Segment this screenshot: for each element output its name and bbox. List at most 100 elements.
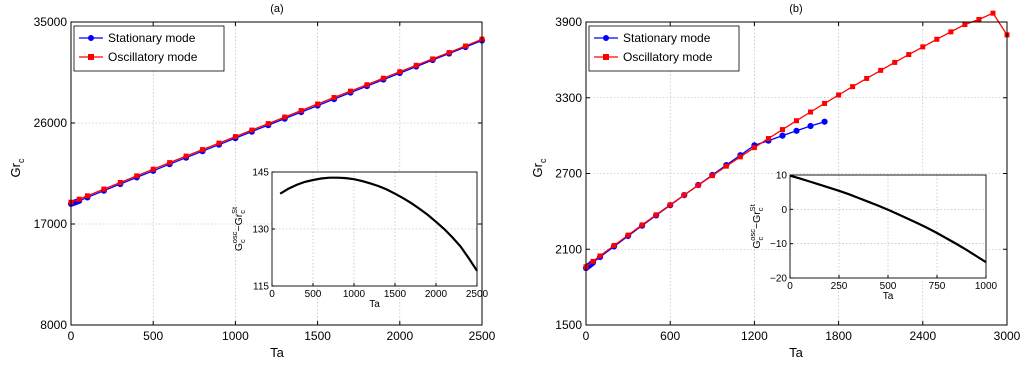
panel-a-inset-xtick-label: 500 [305, 289, 322, 300]
panel-b-data-point [639, 222, 645, 228]
panel-a-inset-ytick-label: 145 [252, 168, 269, 179]
panel-b-title: (b) [789, 3, 802, 15]
panel-b-inset-xlabel: Ta [883, 291, 894, 302]
panel-a-data-point [150, 166, 156, 172]
panel-b-data-point [793, 127, 800, 134]
panel-b-data-point [590, 258, 596, 264]
panel-a-ylabel: Grc [8, 158, 26, 177]
panel-b-data-point [653, 212, 659, 218]
panel-a-inset-ytick-label: 115 [253, 282, 269, 293]
panel-b-data-point [625, 232, 631, 238]
panel-b-inset-xtick-label: 750 [929, 281, 946, 292]
panel-b-inset-curve [789, 174, 987, 264]
panel-b-data-point [681, 192, 687, 198]
panel-b-data-point [934, 36, 940, 42]
panel-a: (a) Grc Ta 0 500 1000 1500 2000 2500 8000 17000… [8, 3, 496, 360]
panel-b-xtick-label: 0 [583, 329, 590, 343]
panel-b-ytick-label: 1500 [555, 318, 582, 332]
panel-b-legend-marker [603, 35, 609, 41]
panel-a-xtick-label: 2000 [386, 329, 413, 343]
panel-a-data-point [84, 193, 90, 199]
panel-b-data-point [948, 29, 954, 35]
panel-b-xtick-label: 600 [660, 329, 680, 343]
panel-a-data-point [232, 134, 238, 140]
panel-b-data-point [892, 59, 898, 65]
panel-a-inset-xlabel: Ta [369, 299, 380, 310]
panel-a-data-point [446, 50, 452, 56]
panel-a-inset-xtick-label: 2500 [466, 289, 489, 300]
panel-a-inset-xtick-label: 2000 [425, 289, 448, 300]
panel-b-data-point [751, 145, 757, 151]
panel-a-xtick-label: 1500 [304, 329, 331, 343]
svg-text:Grc: Grc [530, 158, 548, 177]
panel-b-legend-marker [603, 54, 609, 60]
panel-a-ytick-label: 8000 [40, 318, 67, 332]
panel-b-data-point [695, 182, 701, 188]
panel-b-ytick-label: 2700 [555, 167, 582, 181]
panel-b-legend-box [588, 25, 740, 72]
panel-b-series-line [585, 121, 825, 269]
panel-a-ytick-label: 17000 [34, 217, 68, 231]
panel-b-data-point [878, 67, 884, 73]
panel-a-data-point [430, 56, 436, 62]
panel-a-inset-xtick-label: 0 [269, 289, 275, 300]
panel-b-data-point [723, 163, 729, 169]
panel-a-axes-frame [70, 21, 483, 326]
panel-b-ytick-label: 2100 [555, 242, 582, 256]
panel-b-data-point [779, 127, 785, 133]
panel-b-data-point [779, 132, 786, 139]
panel-a-inset-curve [279, 176, 478, 272]
panel-b-xtick-label: 2400 [909, 329, 936, 343]
panel-b-inset-ytick-label: 10 [776, 171, 788, 182]
panel-b: (b) Grc Ta 0 600 1200 1800 2400 3000 1500 2100 2… [530, 3, 1021, 360]
panel-b-inset-xtick-label: 1000 [975, 281, 998, 292]
panel-b-inset: 0 250 500 750 1000 −20 −10 0 10 Ta Gcosc−GrcSt [748, 171, 998, 303]
panel-b-legend-label: Oscillatory mode [623, 50, 713, 64]
panel-a-inset: 0 500 1000 1500 2000 2500 115 130 145 Ta Gcosc−Grc… [230, 168, 489, 311]
panel-b-xtick-label: 1800 [825, 329, 852, 343]
panel-a-data-point [183, 153, 189, 159]
panel-a-data-point [380, 75, 386, 81]
panel-b-ylabel: Grc [530, 158, 548, 177]
panel-b-data-point [667, 202, 673, 208]
panel-b-data-point [864, 75, 870, 81]
panel-b-data-point [906, 52, 912, 58]
panel-b-xtick-label: 1200 [741, 329, 768, 343]
panel-a-inset-ylabel: Gcosc−GrcSt [230, 206, 247, 251]
panel-b-xtick-label: 3000 [994, 329, 1021, 343]
panel-a-xlabel: Ta [270, 345, 285, 360]
panel-b-ytick-label: 3300 [555, 91, 582, 105]
panel-a-inset-ytick-label: 130 [252, 225, 269, 236]
panel-b-inset-ylabel: Gcosc−GrcSt [748, 203, 765, 248]
panel-b-data-point [611, 242, 617, 248]
panel-a-data-point [200, 147, 206, 153]
panel-b-inset-ytick-label: −20 [770, 274, 787, 285]
panel-a-data-point [364, 82, 370, 88]
panel-b-data-point [737, 154, 743, 160]
panel-a-data-point [282, 114, 288, 120]
panel-a-data-point [101, 186, 107, 192]
panel-b-data-point [836, 92, 842, 98]
panel-b-legend: Stationary mode Oscillatory mode [588, 25, 740, 72]
panel-b-inset-xtick-label: 500 [880, 281, 897, 292]
panel-a-xtick-label: 500 [143, 329, 163, 343]
panel-b-data-point [765, 136, 771, 142]
panel-a-data-point [76, 196, 82, 202]
panel-b-data-point [597, 253, 603, 259]
panel-a-legend-label: Stationary mode [108, 31, 196, 45]
panel-b-data-point [794, 118, 799, 124]
panel-b-inset-ytick-label: −10 [770, 239, 787, 250]
panel-a-ytick-label: 26000 [34, 116, 68, 130]
panel-b-data-point [962, 22, 968, 28]
panel-a-legend-marker [88, 35, 94, 41]
panel-a-data-point [397, 69, 403, 75]
panel-a-inset-xtick-label: 1500 [384, 289, 407, 300]
panel-b-ytick-label: 3900 [555, 15, 582, 29]
panel-b-data-point [709, 173, 715, 179]
panel-b-data-point [920, 44, 926, 50]
panel-a-xtick-label: 1000 [222, 329, 249, 343]
panel-a-data-point [249, 127, 255, 133]
panel-a-data-point [216, 140, 222, 146]
panel-b-data-point [850, 84, 856, 90]
